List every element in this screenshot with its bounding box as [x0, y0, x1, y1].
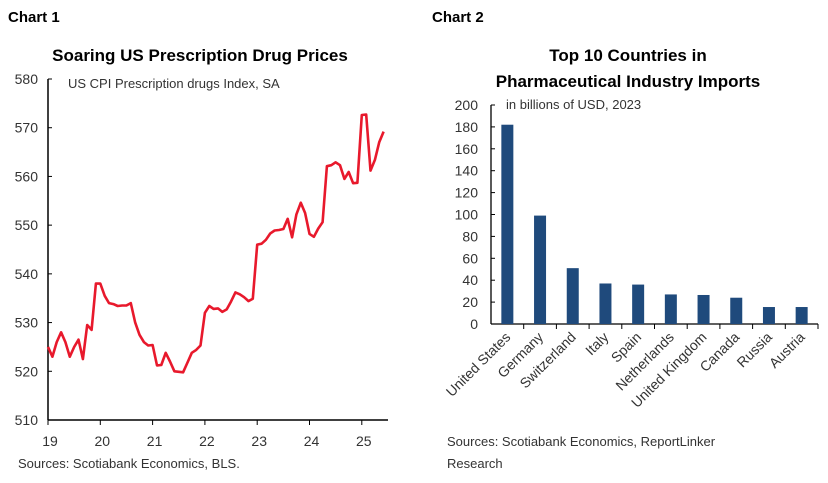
x-tick-label: 24 [304, 433, 320, 449]
x-tick-label: 21 [147, 433, 163, 449]
bar-russia [762, 307, 775, 324]
y-tick-label: 180 [455, 119, 479, 135]
y-tick-label: 200 [455, 97, 479, 113]
y-tick-label: 560 [15, 168, 39, 184]
y-tick-label: 40 [462, 272, 478, 288]
x-tick-label: 20 [95, 433, 111, 449]
x-tick-label: 23 [251, 433, 267, 449]
chart2-source-line1: Sources: Scotiabank Economics, ReportLin… [447, 434, 716, 449]
chart2-source-line2: Research [447, 456, 503, 471]
y-tick-label: 540 [15, 266, 39, 282]
chart1-label: Chart 1 [8, 9, 60, 26]
bar-united-states [501, 124, 514, 325]
bar-united-kingdom [697, 294, 710, 324]
y-tick-label: 520 [15, 363, 39, 379]
cpi-line [46, 113, 385, 374]
chart2-label: Chart 2 [432, 9, 484, 26]
bar-canada [730, 297, 743, 324]
bar-austria [795, 307, 808, 324]
x-category-label: Austria [766, 329, 808, 371]
y-tick-label: 100 [455, 207, 479, 223]
chart1-source: Sources: Scotiabank Economics, BLS. [18, 456, 240, 471]
y-tick-label: 120 [455, 185, 479, 201]
y-tick-label: 80 [462, 228, 478, 244]
y-tick-label: 160 [455, 141, 479, 157]
bar-spain [632, 284, 645, 324]
y-tick-label: 550 [15, 217, 39, 233]
chart2-subtitle: in billions of USD, 2023 [506, 97, 641, 112]
y-tick-label: 580 [15, 71, 39, 87]
y-tick-label: 570 [15, 120, 39, 136]
bar-switzerland [566, 268, 579, 324]
bar-germany [534, 215, 547, 324]
x-tick-label: 19 [42, 433, 58, 449]
y-tick-label: 60 [462, 250, 478, 266]
y-tick-label: 510 [15, 412, 39, 428]
y-tick-label: 0 [470, 316, 478, 332]
y-tick-label: 530 [15, 315, 39, 331]
x-tick-label: 25 [356, 433, 372, 449]
chart1-subtitle: US CPI Prescription drugs Index, SA [68, 76, 280, 91]
chart2-title-line1: Top 10 Countries in [549, 46, 706, 65]
bar-netherlands [664, 294, 677, 324]
chart1-title: Soaring US Prescription Drug Prices [52, 46, 348, 65]
y-tick-label: 140 [455, 163, 479, 179]
bar-italy [599, 283, 612, 324]
y-tick-label: 20 [462, 294, 478, 310]
x-tick-label: 22 [199, 433, 215, 449]
chart2-title-line2: Pharmaceutical Industry Imports [496, 72, 761, 91]
